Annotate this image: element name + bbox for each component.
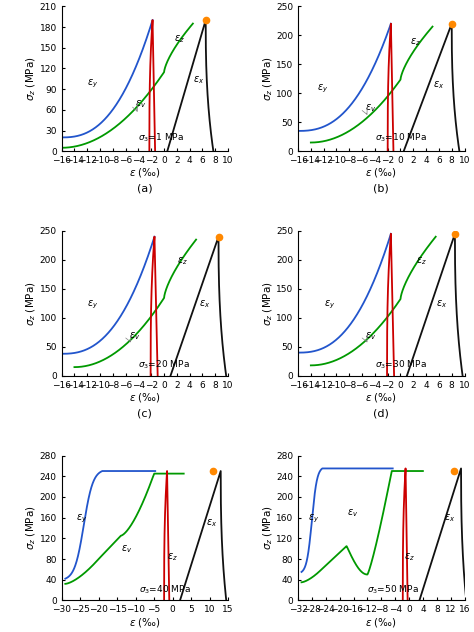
Text: $\sigma_3$=10 MPa: $\sigma_3$=10 MPa bbox=[375, 132, 427, 144]
Text: $\varepsilon_y$: $\varepsilon_y$ bbox=[309, 513, 320, 525]
Text: $\varepsilon_y$: $\varepsilon_y$ bbox=[76, 513, 88, 525]
Text: $\varepsilon_x$: $\varepsilon_x$ bbox=[444, 512, 455, 524]
Text: $\sigma_3$=40 MPa: $\sigma_3$=40 MPa bbox=[139, 583, 191, 596]
Text: $\varepsilon_y$: $\varepsilon_y$ bbox=[87, 78, 99, 90]
Text: $\varepsilon_y$: $\varepsilon_y$ bbox=[317, 83, 328, 95]
Text: $\varepsilon_v$: $\varepsilon_v$ bbox=[121, 544, 132, 555]
X-axis label: $\varepsilon$ (‰): $\varepsilon$ (‰) bbox=[129, 166, 161, 179]
Y-axis label: $\sigma_z$ (MPa): $\sigma_z$ (MPa) bbox=[25, 56, 38, 101]
Text: $\sigma_3$=30 MPa: $\sigma_3$=30 MPa bbox=[375, 358, 427, 370]
Text: (d): (d) bbox=[374, 408, 389, 418]
X-axis label: $\varepsilon$ (‰): $\varepsilon$ (‰) bbox=[365, 391, 397, 404]
Text: (c): (c) bbox=[137, 408, 152, 418]
Text: (b): (b) bbox=[374, 184, 389, 194]
Text: $\varepsilon_z$: $\varepsilon_z$ bbox=[173, 33, 184, 45]
Text: $\sigma_3$=1 MPa: $\sigma_3$=1 MPa bbox=[138, 132, 184, 144]
Text: $\varepsilon_z$: $\varepsilon_z$ bbox=[167, 551, 178, 563]
X-axis label: $\varepsilon$ (‰): $\varepsilon$ (‰) bbox=[129, 616, 161, 629]
Text: $\varepsilon_v$: $\varepsilon_v$ bbox=[129, 330, 140, 342]
X-axis label: $\varepsilon$ (‰): $\varepsilon$ (‰) bbox=[365, 616, 397, 629]
Text: $\varepsilon_y$: $\varepsilon_y$ bbox=[87, 299, 99, 311]
Text: $\varepsilon_v$: $\varepsilon_v$ bbox=[365, 102, 377, 114]
Y-axis label: $\sigma_z$ (MPa): $\sigma_z$ (MPa) bbox=[261, 56, 274, 101]
Text: $\varepsilon_x$: $\varepsilon_x$ bbox=[199, 298, 210, 310]
Y-axis label: $\sigma_z$ (MPa): $\sigma_z$ (MPa) bbox=[261, 506, 274, 550]
Text: $\varepsilon_z$: $\varepsilon_z$ bbox=[404, 551, 415, 563]
Text: $\sigma_3$=20 MPa: $\sigma_3$=20 MPa bbox=[138, 358, 190, 370]
Y-axis label: $\sigma_z$ (MPa): $\sigma_z$ (MPa) bbox=[25, 506, 38, 550]
Text: $\varepsilon_z$: $\varepsilon_z$ bbox=[417, 255, 428, 267]
Text: $\varepsilon_z$: $\varepsilon_z$ bbox=[177, 255, 188, 267]
Text: $\varepsilon_v$: $\varepsilon_v$ bbox=[346, 507, 358, 519]
Text: (a): (a) bbox=[137, 184, 153, 194]
Y-axis label: $\sigma_z$ (MPa): $\sigma_z$ (MPa) bbox=[261, 281, 274, 325]
Text: $\varepsilon_v$: $\varepsilon_v$ bbox=[365, 330, 377, 342]
Text: $\varepsilon_x$: $\varepsilon_x$ bbox=[436, 298, 447, 310]
Text: $\varepsilon_v$: $\varepsilon_v$ bbox=[135, 99, 146, 110]
Y-axis label: $\sigma_z$ (MPa): $\sigma_z$ (MPa) bbox=[25, 281, 38, 325]
X-axis label: $\varepsilon$ (‰): $\varepsilon$ (‰) bbox=[129, 391, 161, 404]
Text: $\varepsilon_y$: $\varepsilon_y$ bbox=[324, 299, 335, 311]
Text: $\varepsilon_x$: $\varepsilon_x$ bbox=[193, 74, 204, 86]
Text: $\varepsilon_z$: $\varepsilon_z$ bbox=[410, 36, 421, 48]
Text: $\varepsilon_x$: $\varepsilon_x$ bbox=[206, 518, 217, 529]
X-axis label: $\varepsilon$ (‰): $\varepsilon$ (‰) bbox=[365, 166, 397, 179]
Text: $\varepsilon_x$: $\varepsilon_x$ bbox=[432, 80, 444, 91]
Text: $\sigma_3$=50 MPa: $\sigma_3$=50 MPa bbox=[367, 583, 419, 596]
